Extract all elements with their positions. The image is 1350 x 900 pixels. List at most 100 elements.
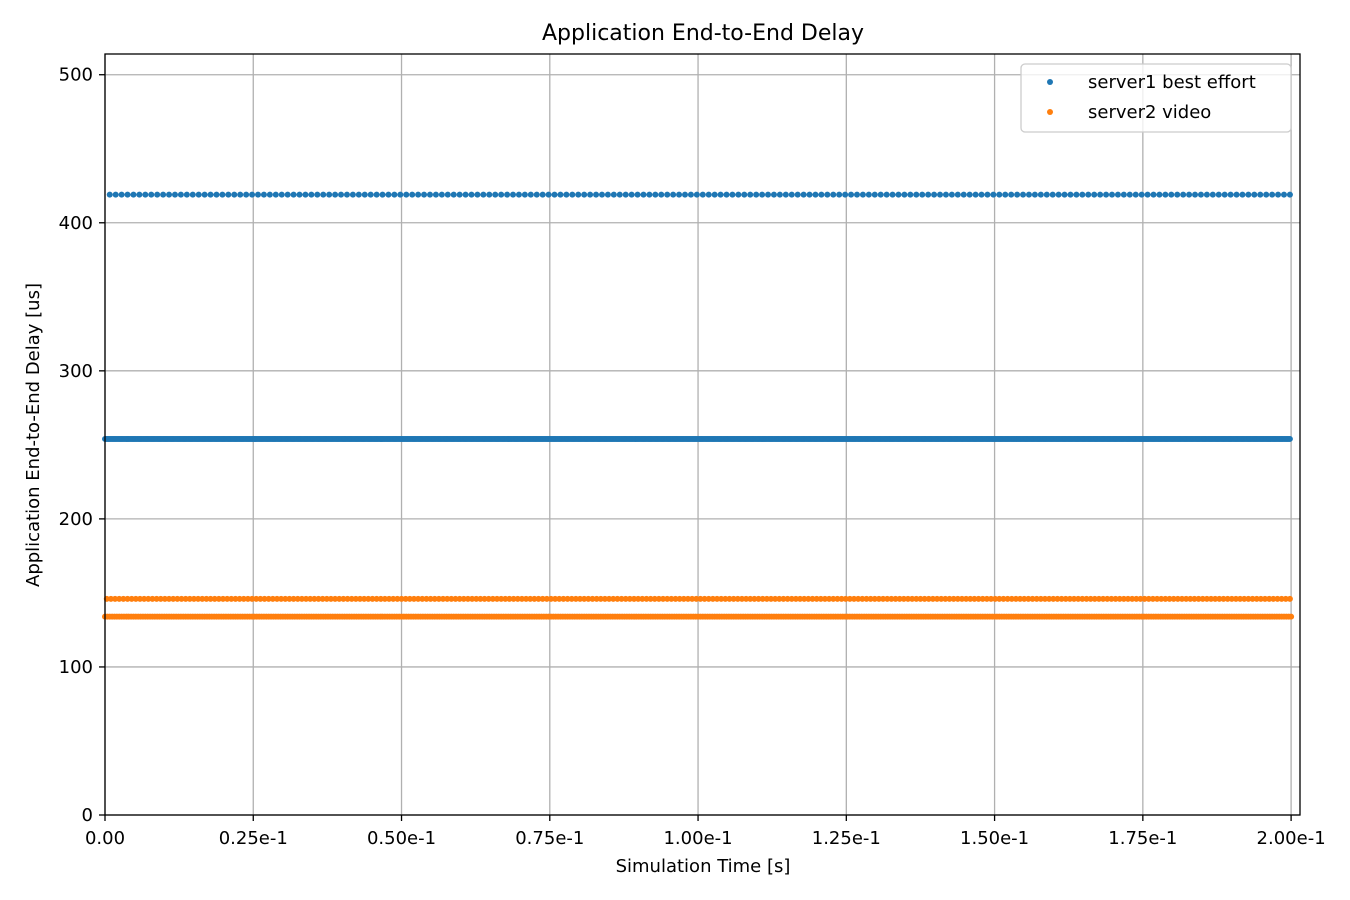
data-point (1021, 595, 1028, 602)
data-point (826, 595, 833, 602)
data-point (112, 595, 119, 602)
data-point (1014, 191, 1021, 198)
data-point (148, 191, 155, 198)
data-point (1029, 595, 1036, 602)
data-point (937, 191, 944, 198)
data-point (834, 595, 841, 602)
data-point (729, 191, 736, 198)
data-point (260, 191, 267, 198)
data-point (1227, 191, 1234, 198)
data-point (394, 595, 401, 602)
data-point (1197, 191, 1204, 198)
data-point (726, 595, 733, 602)
data-point (381, 595, 388, 602)
data-point (768, 595, 774, 602)
data-point (1156, 191, 1163, 198)
data-point (535, 595, 542, 602)
data-point (1203, 595, 1210, 602)
data-point (836, 191, 843, 198)
data-point (1120, 191, 1127, 198)
y-tick-label: 200 (59, 509, 93, 530)
data-point (1288, 613, 1295, 620)
data-point (311, 595, 318, 602)
data-point (336, 595, 343, 602)
data-point (174, 595, 181, 602)
data-point (308, 191, 315, 198)
data-point (186, 595, 193, 602)
data-point (141, 595, 148, 602)
data-point (848, 191, 855, 198)
data-point (664, 595, 671, 602)
data-point (948, 191, 955, 198)
data-point (817, 595, 824, 602)
data-point (1237, 595, 1244, 602)
data-point (889, 191, 896, 198)
data-point (1108, 595, 1115, 602)
data-point (323, 595, 330, 602)
data-point (909, 595, 916, 602)
data-point (391, 191, 398, 198)
data-point (379, 191, 386, 198)
data-point (1112, 595, 1119, 602)
data-point (166, 191, 173, 198)
data-point (432, 191, 439, 198)
data-point (676, 595, 683, 602)
data-point (290, 191, 297, 198)
data-point (112, 191, 119, 198)
data-point (581, 191, 588, 198)
data-point (521, 191, 528, 198)
data-point (664, 191, 671, 198)
data-point (296, 191, 303, 198)
data-point (741, 191, 748, 198)
data-point (587, 191, 594, 198)
data-point (1020, 191, 1027, 198)
data-point (606, 595, 613, 602)
series-2-points (102, 595, 1295, 620)
data-point (1224, 595, 1231, 602)
data-point (684, 595, 691, 602)
data-point (1037, 191, 1044, 198)
y-tick-label: 100 (59, 657, 93, 678)
legend-label: server1 best effort (1088, 72, 1256, 93)
data-point (1282, 595, 1289, 602)
data-point (1129, 595, 1136, 602)
data-point (183, 191, 190, 198)
data-point (1286, 191, 1293, 198)
data-point (423, 595, 430, 602)
data-point (142, 191, 149, 198)
data-point (201, 191, 208, 198)
data-point (1133, 595, 1140, 602)
data-point (118, 191, 125, 198)
data-point (543, 595, 550, 602)
data-point (1145, 595, 1152, 602)
data-point (1209, 191, 1216, 198)
data-point (763, 595, 770, 602)
data-point (161, 595, 168, 602)
data-point (232, 595, 239, 602)
data-point (888, 595, 895, 602)
data-point (386, 595, 393, 602)
data-point (373, 595, 380, 602)
data-point (904, 595, 911, 602)
data-point (794, 191, 801, 198)
data-point (203, 595, 210, 602)
data-point (236, 595, 243, 602)
data-point (867, 595, 874, 602)
data-point (1203, 191, 1210, 198)
data-point (390, 595, 397, 602)
data-point (219, 191, 226, 198)
data-point (438, 191, 445, 198)
data-point (272, 191, 279, 198)
data-point (319, 595, 326, 602)
data-point (1286, 435, 1293, 442)
data-point (1000, 595, 1007, 602)
data-point (1174, 595, 1181, 602)
data-point (1132, 191, 1139, 198)
data-point (427, 595, 434, 602)
series-1-points (102, 191, 1293, 442)
data-point (618, 595, 625, 602)
data-point (604, 191, 611, 198)
data-point (1245, 191, 1252, 198)
data-point (942, 595, 949, 602)
data-point (1091, 191, 1098, 198)
